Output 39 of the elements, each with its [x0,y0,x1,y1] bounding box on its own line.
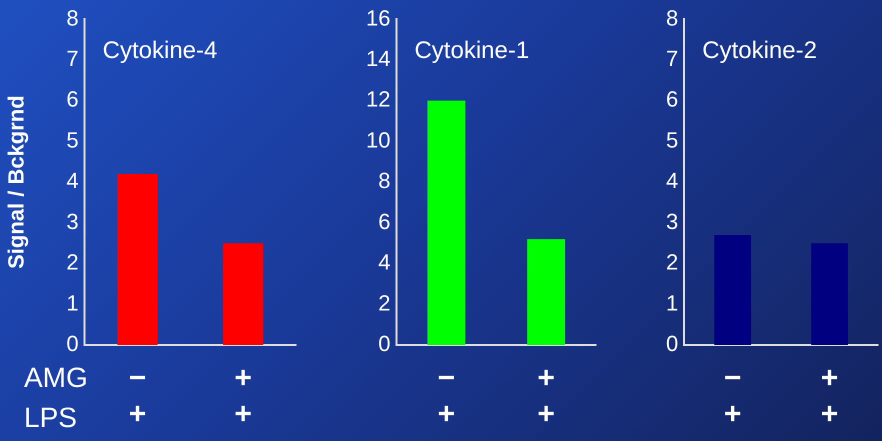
y-tick-label: 1 [66,290,79,316]
text: Cytokine-2 [702,36,817,64]
y-axis-title: Signal / Bckgrnd [3,95,28,269]
y-tick-label: 4 [666,168,678,194]
y-tick-label: 16 [366,5,390,30]
y-tick-label: 2 [666,250,678,275]
y-tick-label: 8 [378,168,390,194]
y-tick-label: 0 [666,331,678,356]
text: Cytokine-1 [414,36,530,64]
x-tick-label: − + [128,361,146,430]
y-tick-label: 3 [666,208,678,234]
y-tick-label: 12 [366,86,390,112]
y-tick-label: 0 [378,331,390,356]
x-tick-label: + + [537,361,555,430]
y-tick-label: 6 [378,208,390,234]
y-tick-label: 7 [666,46,678,71]
y-tick-label: 5 [66,127,79,152]
y-tick-label: 6 [66,86,79,112]
y-tick-label: 8 [66,5,79,30]
y-tick-label: 2 [66,250,79,275]
x-tick-label: − + [438,361,456,430]
text: LPS [24,401,77,435]
y-tick-label: 2 [378,290,390,316]
y-tick-label: 6 [666,86,678,112]
y-tick-label: 10 [366,127,390,152]
y-tick-label: 8 [666,5,678,30]
text: AMG [24,361,88,395]
x-tick-label: + + [234,361,252,430]
y-tick-label: 1 [666,290,678,316]
y-tick-label: 4 [66,168,79,194]
y-tick-label: 7 [66,46,79,71]
x-tick-label: + + [820,361,838,430]
y-tick-label: 3 [66,208,79,234]
text: Cytokine-4 [102,36,218,64]
y-tick-label: 14 [366,46,390,71]
x-tick-label: − + [724,361,742,430]
y-tick-label: 0 [66,331,79,356]
y-tick-label: 5 [666,127,678,152]
y-tick-label: 4 [378,250,390,275]
